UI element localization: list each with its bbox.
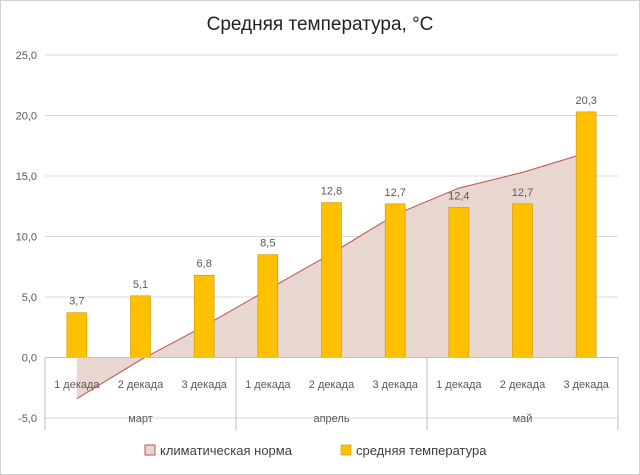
axis-layer: -5,0 0,0 5,0 10,0 15,0 20,0 25,0 1 декада 2 дека… [16, 50, 619, 430]
bar-value-label: 6,8 [197, 258, 212, 270]
legend-swatch-avg-temp [340, 444, 352, 456]
bar [66, 312, 88, 358]
x-tick-label: 1 декада [54, 379, 100, 391]
bar-value-label: 12,7 [384, 187, 405, 199]
legend-swatch-climate-norm [144, 444, 156, 456]
y-tick-label: 25,0 [16, 50, 37, 62]
bar [512, 203, 533, 358]
x-tick-label: 2 декада [500, 379, 546, 391]
legend-label-avg-temp: средняя температура [356, 443, 487, 458]
group-label: апрель [313, 413, 349, 425]
legend-layer: климатическая норма средняя температура [144, 443, 487, 458]
group-label: май [513, 413, 533, 425]
bar [130, 295, 151, 358]
bar [257, 254, 279, 358]
bar-value-label: 12,8 [321, 186, 342, 198]
y-tick-label: 10,0 [16, 232, 37, 244]
y-tick-label: -5,0 [18, 413, 37, 425]
y-tick-label: 0,0 [22, 353, 37, 365]
bar-layer [66, 111, 597, 358]
bar [321, 202, 342, 358]
x-tick-label: 2 декада [118, 379, 164, 391]
x-tick-label: 3 декада [563, 379, 609, 391]
bar-value-label: 5,1 [133, 279, 148, 291]
label-layer: 3,7 5,1 6,8 8,5 12,8 12,7 12,4 12,7 20,3 [69, 95, 597, 308]
y-tick-label: 15,0 [16, 171, 37, 183]
bar-value-label: 12,7 [512, 187, 533, 199]
x-tick-label: 1 декада [436, 379, 482, 391]
chart-title: Средняя температура, °C [206, 14, 434, 35]
y-tick-label: 5,0 [22, 292, 37, 304]
bar-value-label: 8,5 [260, 238, 275, 250]
group-label: март [128, 413, 153, 425]
bar-value-label: 12,4 [448, 190, 469, 202]
bar [193, 274, 215, 358]
bar [384, 203, 406, 358]
y-tick-label: 20,0 [16, 111, 37, 123]
bar [448, 207, 470, 358]
bar [575, 111, 597, 358]
x-tick-label: 3 декада [181, 379, 227, 391]
x-tick-label: 3 декада [372, 379, 418, 391]
x-tick-label: 2 декада [309, 379, 355, 391]
bar-value-label: 3,7 [69, 296, 84, 308]
legend-label-climate-norm: климатическая норма [160, 443, 293, 458]
bar-value-label: 20,3 [575, 95, 596, 107]
x-tick-label: 1 декада [245, 379, 291, 391]
